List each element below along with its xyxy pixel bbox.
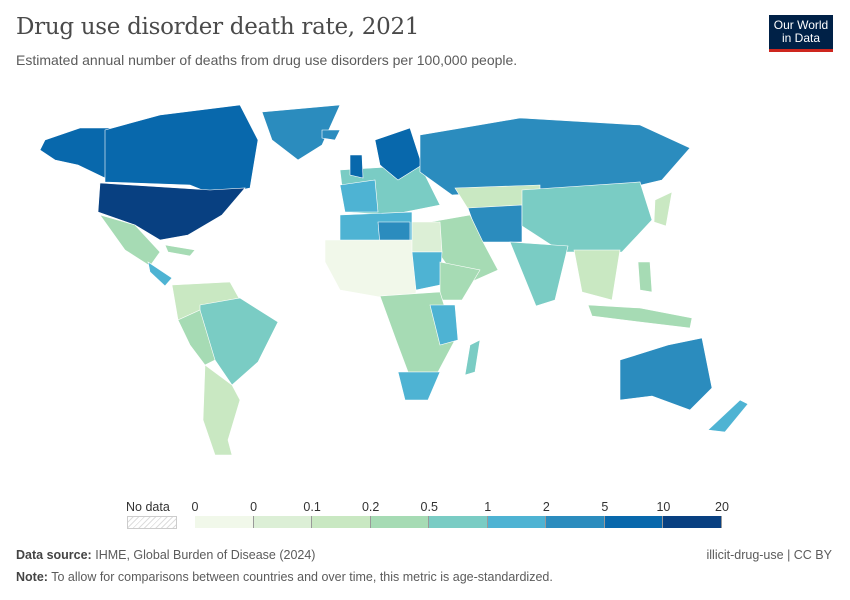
legend-bin[interactable]	[312, 516, 371, 528]
region-scandinavia[interactable]	[374, 127, 423, 181]
region-russia[interactable]	[419, 117, 691, 196]
legend-bin[interactable]	[604, 516, 664, 528]
region-egypt[interactable]	[411, 221, 443, 253]
legend-tick-label: 0.1	[303, 500, 321, 514]
region-greenland[interactable]	[261, 104, 341, 161]
region-australia[interactable]	[619, 337, 713, 411]
region-canada[interactable]	[104, 104, 259, 196]
region-indonesia[interactable]	[587, 304, 693, 329]
region-philippines[interactable]	[637, 261, 653, 293]
chart-slug-license[interactable]: illicit-drug-use | CC BY	[706, 548, 832, 562]
data-source: Data source: IHME, Global Burden of Dise…	[16, 548, 316, 562]
legend-tick-label: 0	[191, 500, 199, 514]
legend-tick-label: 0.2	[361, 500, 380, 514]
legend-bin[interactable]	[253, 516, 313, 528]
page-title: Drug use disorder death rate, 2021	[16, 14, 420, 40]
region-india[interactable]	[509, 241, 569, 307]
note: Note: To allow for comparisons between c…	[16, 570, 553, 584]
legend-tick-label: 5	[601, 500, 609, 514]
source-link[interactable]: IHME, Global Burden of Disease (2024)	[95, 548, 316, 562]
legend-tick-label: 2	[542, 500, 550, 514]
legend-bin[interactable]	[195, 516, 254, 528]
region-southern-cone[interactable]	[202, 364, 241, 456]
region-china[interactable]	[521, 181, 653, 253]
region-uk[interactable]	[349, 154, 364, 179]
no-data-label: No data	[126, 500, 170, 514]
region-new-zealand[interactable]	[707, 399, 749, 433]
legend-tick-label: 20	[715, 500, 729, 514]
region-peru-bolivia[interactable]	[177, 309, 216, 366]
region-sahel[interactable]	[324, 239, 421, 301]
legend-bin[interactable]	[546, 516, 605, 528]
region-southeast-asia[interactable]	[573, 249, 621, 301]
region-south-africa[interactable]	[397, 371, 441, 401]
legend-bin[interactable]	[663, 516, 722, 528]
region-caribbean[interactable]	[164, 244, 196, 257]
legend-bin[interactable]	[370, 516, 430, 528]
region-western-europe[interactable]	[339, 179, 379, 213]
region-japan[interactable]	[653, 191, 673, 227]
region-sudan[interactable]	[411, 251, 443, 291]
no-data-swatch	[127, 516, 177, 529]
legend-bin[interactable]	[429, 516, 488, 528]
region-central-america[interactable]	[147, 261, 173, 287]
region-alaska[interactable]	[39, 127, 111, 179]
region-mexico[interactable]	[99, 214, 161, 267]
legend-tick-label: 1	[484, 500, 492, 514]
world-map[interactable]	[0, 90, 850, 490]
legend-tick-label: 0	[250, 500, 258, 514]
region-horn[interactable]	[439, 261, 481, 301]
region-usa[interactable]	[97, 182, 246, 241]
legend-tick-label: 0.5	[420, 500, 438, 514]
region-iceland[interactable]	[321, 129, 341, 141]
legend-tick-label: 10	[656, 500, 671, 514]
page-subtitle: Estimated annual number of deaths from d…	[16, 52, 518, 68]
legend-bin[interactable]	[487, 516, 547, 528]
region-east-africa[interactable]	[429, 304, 459, 346]
region-madagascar[interactable]	[464, 339, 481, 376]
owid-logo[interactable]: Our World in Data	[769, 15, 833, 52]
